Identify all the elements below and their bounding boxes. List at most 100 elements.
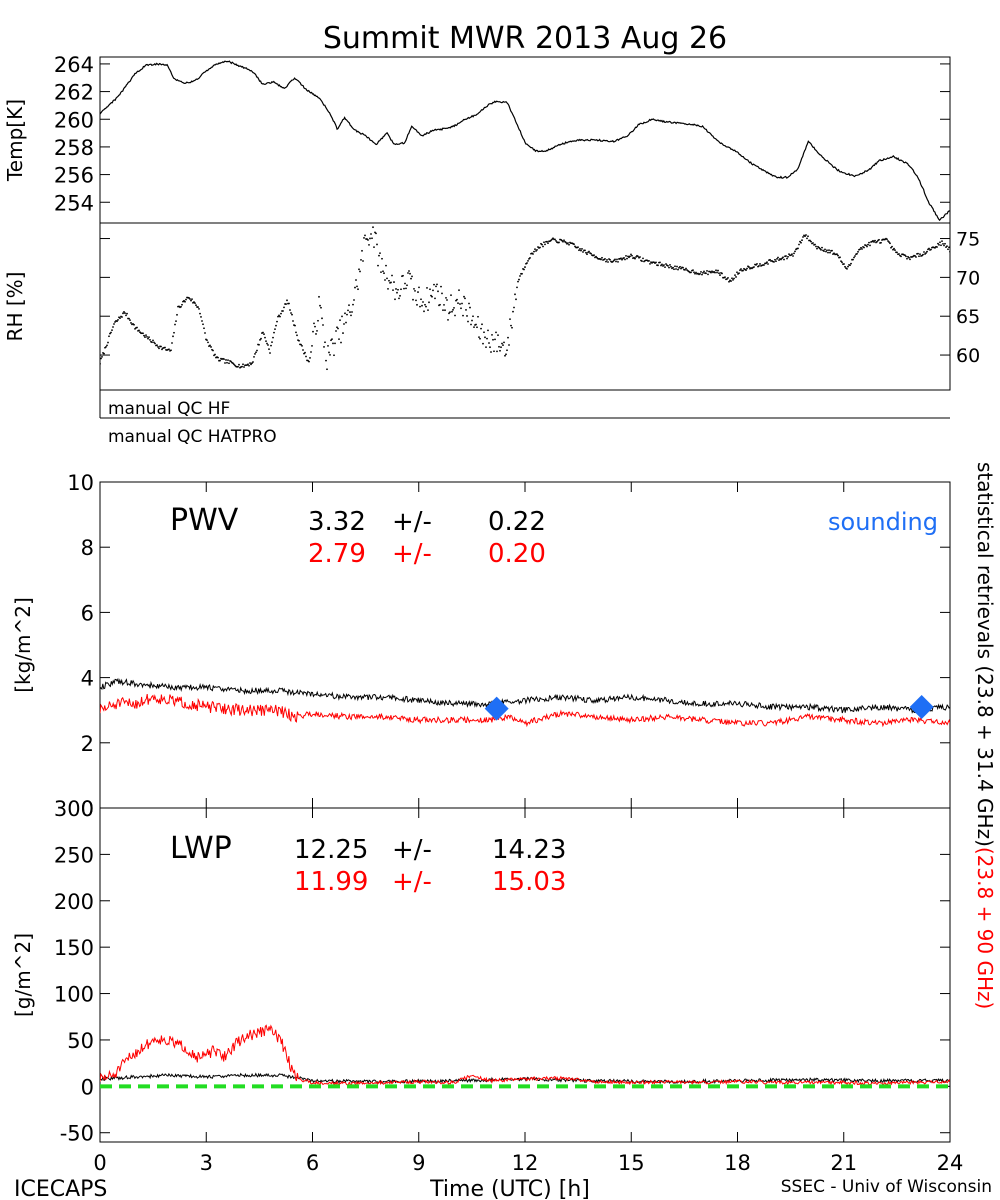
rh-point [379,252,381,255]
rh-point [941,240,943,243]
rh-ytick-label: 75 [956,229,980,251]
rh-point [641,260,643,263]
rh-point [657,264,659,267]
rh-point [718,272,720,275]
rh-point [742,269,744,272]
rh-point [827,251,829,254]
rh-point [499,349,501,352]
rh-point [630,253,632,256]
rh-point [529,257,531,259]
rh-point [824,248,826,251]
rh-point [783,258,785,261]
rh-point [199,312,201,315]
rh-point [593,254,595,257]
rh-point [377,264,379,267]
rh-point [482,342,484,345]
rh-point [850,262,852,265]
rh-point [659,261,661,264]
rh-point [738,272,740,275]
rh-point [316,329,318,332]
rh-point [874,239,876,242]
rh-point [149,338,151,341]
rh-point [527,259,529,262]
rh-point [905,255,907,258]
rh-point [565,241,567,244]
rh-point [947,248,949,251]
rh-point [338,338,340,341]
rh-point [919,253,921,256]
rh-point [289,309,291,311]
rh-point [898,253,900,255]
rh-point [507,336,509,339]
rh-point [327,344,329,347]
rh-point [891,245,893,248]
rh-point [853,256,855,259]
lwp-ytick-label: 50 [67,1029,94,1053]
rh-point [333,354,335,357]
rh-point [326,368,328,371]
rh-point [304,351,306,354]
rh-point [359,270,361,273]
rh-point [523,268,525,271]
rh-point [334,342,336,345]
rh-point [506,349,508,352]
rh-point [481,323,483,326]
rh-point [311,344,313,347]
rh-point [108,335,110,338]
rh-point [606,259,608,261]
rh-point [519,275,521,277]
lwp-ytick-label: 100 [54,983,94,1007]
temp-series-0-line [100,60,950,222]
rh-point [483,331,485,334]
rh-point [563,239,565,242]
rh-point [498,345,500,348]
pwv-ytick-label: 2 [81,732,94,756]
rh-point [180,305,182,308]
rh-point [460,307,462,310]
rh-point [695,271,697,274]
rh-point [298,339,300,342]
rh-point [397,288,399,291]
rh-point [806,237,808,240]
rh-point [614,258,616,261]
rh-point [382,270,384,273]
rh-frame [99,222,951,391]
rh-point [160,345,162,348]
rh-point [277,315,279,318]
rh-point [360,259,362,261]
rh-point [241,365,243,368]
rh-point [484,336,486,339]
rh-point [332,342,334,345]
rh-point [710,271,712,274]
rh-point [854,255,856,257]
rh-point [514,293,516,296]
qc-label-hatpro: manual QC HATPRO [108,427,277,447]
lwp-stat-pm-red: +/- [392,867,432,897]
rh-point [319,304,321,307]
rh-point [112,326,114,328]
rh-point [100,357,102,360]
rh-point [347,309,349,312]
rh-point [353,299,355,301]
figure-title: Summit MWR 2013 Aug 26 [323,21,727,56]
rh-point [344,312,346,315]
rh-point [352,303,354,306]
rh-point [100,362,101,365]
rh-point [129,319,131,322]
rh-point [350,314,352,317]
rh-point [649,263,651,265]
rh-point [773,261,775,263]
rh-point [393,281,395,283]
rh-point [431,295,433,298]
rh-point [804,235,806,238]
rh-point [584,249,586,252]
rh-point [906,257,908,260]
rh-point [928,247,930,250]
rh-point [715,269,717,272]
rh-point [465,309,467,311]
rh-point [402,274,404,277]
rh-point [635,256,637,258]
rh-point [464,297,466,300]
rh-point [700,271,702,273]
rh-point [814,243,816,246]
